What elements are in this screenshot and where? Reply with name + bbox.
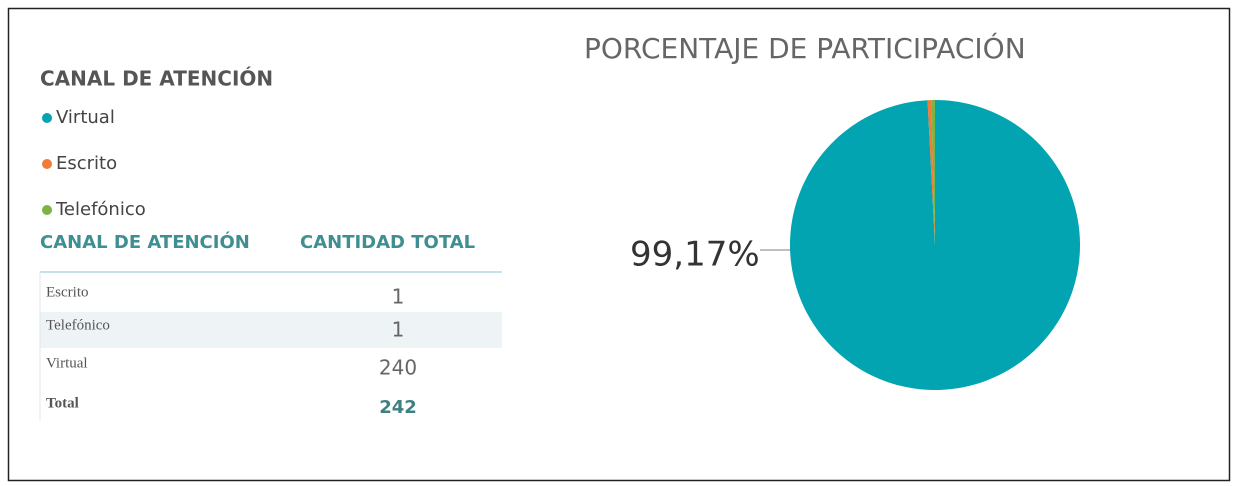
- legend-dot: [42, 113, 52, 123]
- chart-title: PORCENTAJE DE PARTICIPACIÓN: [584, 31, 1026, 65]
- frame: [7, 7, 1231, 482]
- row-value: 1: [392, 285, 405, 309]
- table-header: CANTIDAD TOTAL: [300, 232, 475, 253]
- data-label: 99,17%: [630, 235, 760, 275]
- total-value: 242: [379, 397, 417, 418]
- legend-dot: [42, 205, 52, 215]
- row-shade: [40, 312, 502, 348]
- table-header: CANAL DE ATENCIÓN: [40, 231, 250, 253]
- legend-dot: [42, 159, 52, 169]
- row-label: Virtual: [46, 355, 88, 371]
- row-value: 1: [392, 318, 405, 342]
- row-label: Escrito: [46, 284, 89, 300]
- row-value: 240: [379, 356, 417, 380]
- legend-title: CANAL DE ATENCIÓN: [40, 67, 273, 91]
- pie-slice: [931, 100, 935, 245]
- total-label: Total: [46, 395, 79, 411]
- legend-label: Virtual: [56, 107, 115, 128]
- row-label: Telefónico: [46, 317, 110, 333]
- legend-label: Escrito: [56, 153, 117, 174]
- pie-slice: [789, 100, 1080, 391]
- legend-label: Telefónico: [55, 199, 146, 220]
- pie-slice: [927, 100, 935, 245]
